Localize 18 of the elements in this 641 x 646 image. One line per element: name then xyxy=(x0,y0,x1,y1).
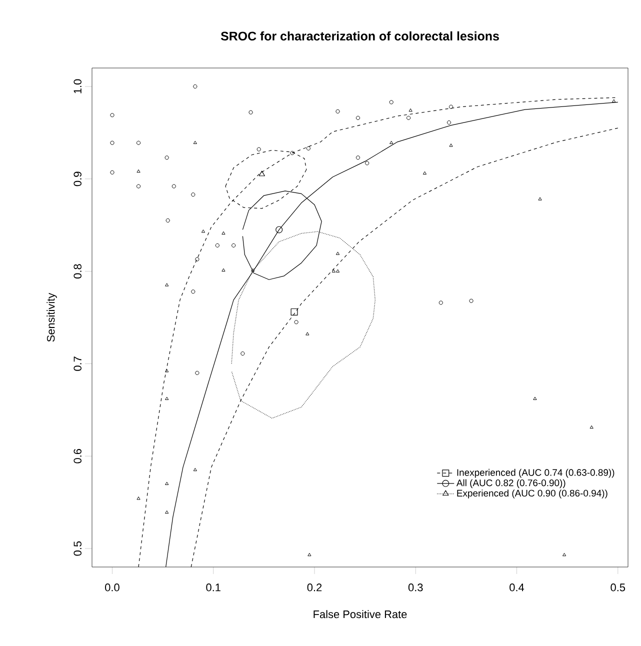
x-tick-label: 0.5 xyxy=(610,584,626,592)
y-tick-label: 0.6 xyxy=(74,448,82,464)
x-tick-label: 0.3 xyxy=(408,584,423,592)
x-tick-label: 0.1 xyxy=(206,584,220,592)
legend-label: Experienced (AUC 0.90 (0.86-0.94)) xyxy=(457,490,608,498)
legend-label: Inexperienced (AUC 0.74 (0.63-0.89)) xyxy=(457,468,614,478)
y-tick-label: 0.8 xyxy=(74,264,82,278)
x-axis-title: False Positive Rate xyxy=(314,610,407,618)
y-tick-label: 1.0 xyxy=(74,79,82,94)
x-tick-label: 0.4 xyxy=(510,584,524,592)
y-axis-title: Sensitivity xyxy=(46,292,57,342)
y-tick-label: 0.9 xyxy=(74,172,82,186)
y-tick-label: 0.5 xyxy=(74,541,82,556)
x-tick-label: 0.0 xyxy=(105,584,120,592)
legend-label: All (AUC 0.82 (0.76-0.90)) xyxy=(456,479,566,488)
chart-title: SROC for characterization of colorectal lesions xyxy=(220,31,499,40)
y-tick-label: 0.7 xyxy=(74,356,82,371)
x-tick-label: 0.2 xyxy=(307,584,322,592)
